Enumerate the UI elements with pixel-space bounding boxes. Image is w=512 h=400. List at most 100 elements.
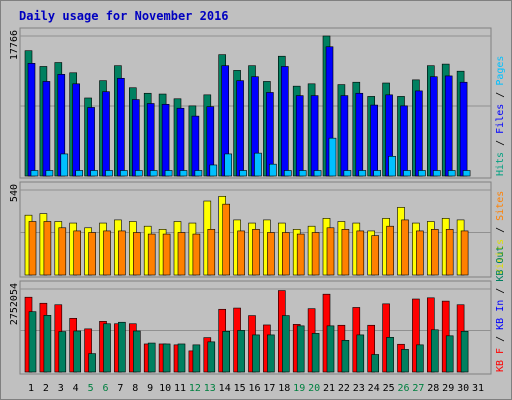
day-label-15: 15 [234, 383, 246, 394]
bar-bot-kb-out-day-25 [386, 337, 394, 373]
bar-top-pages-day-4 [75, 170, 83, 177]
bar-top-files-day-26 [400, 105, 408, 177]
bar-top-files-day-23 [355, 92, 364, 177]
bar-bot-kb-out-day-18 [281, 315, 290, 373]
day-label-1: 1 [28, 383, 34, 394]
bar-top-pages-day-5 [90, 170, 98, 177]
bar-bot-kb-f-day-24 [367, 324, 376, 373]
bar-top-pages-day-14 [224, 153, 232, 177]
bar-mid-sites-day-28 [430, 229, 439, 276]
bar-top-files-day-20 [310, 95, 319, 177]
panel-bot-legend-part-2: KB In [495, 300, 506, 330]
bar-top-files-day-30 [459, 81, 468, 177]
bar-top-files-day-29 [444, 75, 453, 177]
bar-top-pages-day-26 [403, 170, 411, 177]
bar-bot-kb-out-day-29 [445, 335, 454, 373]
bar-mid-sites-day-21 [326, 227, 335, 276]
panel-mid-side-legend: Visits / Sites [495, 191, 506, 275]
bar-top-pages-day-23 [358, 170, 367, 177]
bar-top-pages-day-11 [179, 170, 188, 177]
day-label-20: 20 [308, 383, 320, 394]
panel-bot-max-label: 2752054 [9, 283, 20, 325]
day-label-19: 19 [293, 383, 305, 394]
bar-top-pages-day-27 [418, 170, 426, 177]
day-label-7: 7 [117, 383, 123, 394]
bar-bot-kb-out-day-30 [460, 330, 469, 373]
day-label-30: 30 [457, 383, 469, 394]
chart-title: Daily usage for November 2016 [19, 9, 229, 23]
bar-bot-kb-f-day-27 [412, 298, 420, 373]
panel-bot-side-legend: KB F / KB In / KB Out [495, 246, 506, 372]
panel-top-legend-part-3: / [495, 86, 506, 104]
panel-top-legend-part-0: Hits [495, 152, 506, 176]
bar-top-files-day-6 [102, 91, 110, 177]
bar-bot-kb-out-day-2 [43, 315, 52, 373]
bar-mid-sites-day-5 [88, 232, 96, 276]
bar-mid-sites-day-29 [445, 229, 454, 276]
bar-bot-kb-out-day-8 [133, 330, 141, 373]
bar-bot-kb-out-day-23 [356, 334, 365, 373]
day-label-31: 31 [472, 383, 484, 394]
bar-bot-kb-out-day-26 [401, 349, 409, 373]
bar-top-files-day-15 [236, 80, 244, 177]
bar-top-pages-day-17 [269, 163, 277, 177]
bar-top-files-day-27 [415, 90, 423, 177]
panel-top-legend-part-1: / [495, 134, 506, 152]
plot-layer: 17766 Hits / Files / Pages 540 Visits / Sit… [9, 27, 506, 394]
bar-mid-sites-day-15 [237, 230, 245, 276]
bar-mid-sites-day-22 [341, 229, 350, 276]
panel-bot-legend-part-4: KB Out [495, 246, 506, 282]
bar-bot-kb-out-day-11 [177, 343, 186, 373]
panel-top-legend-part-4: Pages [495, 56, 506, 86]
day-label-12: 12 [189, 383, 201, 394]
bar-bot-kb-out-day-5 [88, 353, 96, 373]
bar-bot-kb-out-day-6 [103, 323, 111, 373]
panel-mid-legend-part-1: / [495, 221, 506, 239]
bar-top-files-day-24 [370, 104, 379, 177]
day-label-23: 23 [353, 383, 365, 394]
day-label-8: 8 [132, 383, 138, 394]
bar-bot-kb-out-day-7 [118, 321, 126, 373]
day-label-14: 14 [219, 383, 231, 394]
bar-mid-sites-day-2 [43, 221, 52, 276]
bar-bot-kb-out-day-14 [222, 330, 230, 373]
bar-bot-kb-out-day-20 [311, 333, 320, 373]
day-label-9: 9 [147, 383, 153, 394]
bar-top-files-day-12 [191, 115, 200, 177]
bar-top-files-day-9 [146, 103, 155, 177]
bar-mid-sites-day-11 [177, 232, 186, 276]
bar-top-pages-day-9 [149, 170, 158, 177]
bar-top-pages-day-12 [194, 170, 203, 177]
bar-mid-sites-day-20 [311, 232, 320, 276]
bar-bot-kb-out-day-24 [371, 354, 380, 373]
bar-top-pages-day-10 [164, 170, 173, 177]
bar-top-files-day-17 [266, 92, 274, 177]
panel-bot-legend-part-1: / [495, 330, 506, 348]
bar-bot-kb-out-day-17 [267, 334, 275, 373]
bar-mid-sites-day-7 [118, 230, 126, 276]
day-label-17: 17 [263, 383, 275, 394]
panel-mid-max-label: 540 [9, 184, 20, 202]
bar-top-pages-day-16 [254, 152, 262, 177]
bar-bot-kb-out-day-21 [326, 325, 335, 373]
bar-bot-kb-out-day-27 [416, 344, 424, 373]
bar-top-pages-day-8 [135, 170, 143, 177]
bar-mid-sites-day-14 [222, 203, 230, 276]
bar-top-files-day-7 [117, 77, 125, 177]
day-label-24: 24 [368, 383, 380, 394]
bar-top-files-day-11 [176, 107, 185, 177]
bar-mid-sites-day-30 [460, 230, 469, 276]
bar-bot-kb-out-day-22 [341, 340, 350, 373]
bar-mid-sites-day-18 [281, 232, 290, 276]
day-label-18: 18 [278, 383, 290, 394]
bar-top-files-day-1 [27, 63, 36, 177]
bar-bot-kb-out-day-9 [147, 342, 156, 373]
day-label-5: 5 [88, 383, 94, 394]
bar-top-pages-day-22 [343, 170, 352, 177]
bar-top-files-day-18 [280, 66, 289, 177]
bar-top-pages-day-28 [432, 170, 441, 177]
bar-bot-kb-out-day-12 [192, 344, 201, 373]
bar-bot-kb-out-day-15 [237, 330, 245, 373]
day-label-6: 6 [102, 383, 108, 394]
panel-mid-legend-part-2: Sites [495, 191, 506, 221]
